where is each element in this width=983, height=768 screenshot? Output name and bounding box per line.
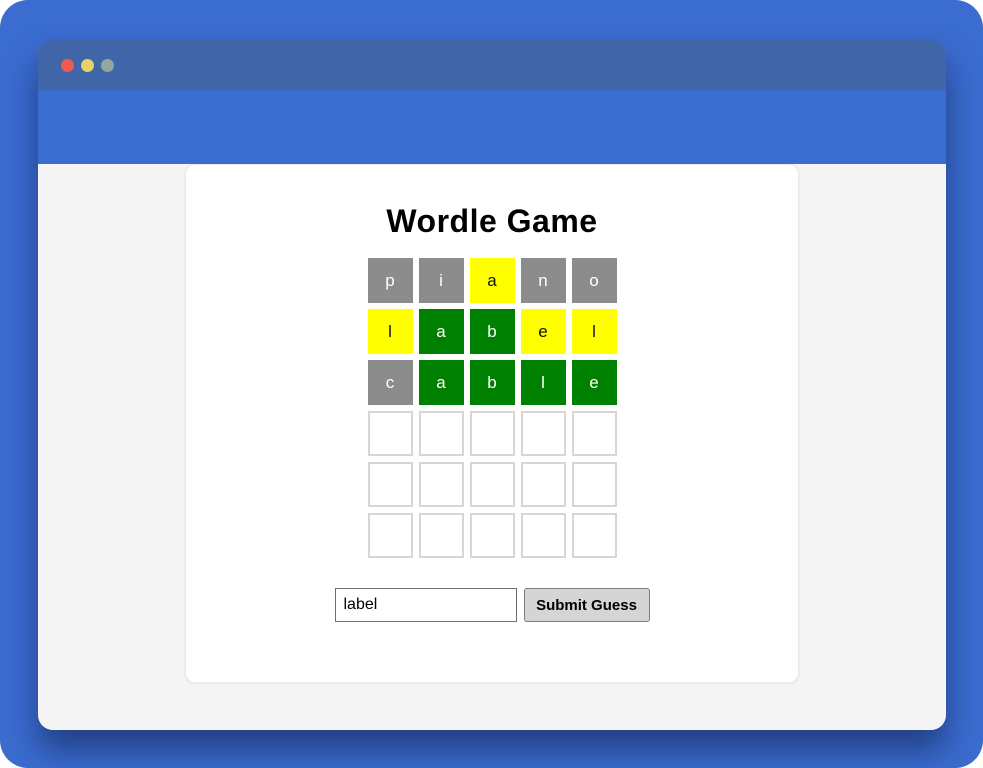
board-tile [469,411,515,456]
board-tile [418,411,464,456]
board-tile: i [418,258,464,303]
board-tile: b [469,309,515,354]
board-tile [571,513,617,558]
close-window-button[interactable] [61,58,74,72]
board-tile: e [571,360,617,405]
board-tile [418,513,464,558]
board-tile: p [367,258,413,303]
board-tile [469,462,515,507]
guess-input[interactable] [334,588,517,622]
zoom-window-button[interactable] [101,58,114,72]
board-tile [520,513,566,558]
game-card: Wordle Game p i a n o l a b e l c a b l [185,164,799,683]
board-tile: l [367,309,413,354]
submit-guess-button[interactable]: Submit Guess [523,588,650,622]
board-tile: a [418,360,464,405]
board-tile: a [418,309,464,354]
board-tile: n [520,258,566,303]
window-titlebar [38,40,946,90]
page-title: Wordle Game [386,203,598,239]
board-tile [571,411,617,456]
minimize-window-button[interactable] [81,58,94,72]
board-tile: c [367,360,413,405]
board-tile [520,462,566,507]
board-tile: b [469,360,515,405]
board-tile: o [571,258,617,303]
board-tile [469,513,515,558]
board-tile [418,462,464,507]
board-tile: l [520,360,566,405]
board-tile [367,462,413,507]
board-tile [520,411,566,456]
board-tile: l [571,309,617,354]
browser-content: Wordle Game p i a n o l a b e l c a b l [38,164,946,730]
guess-controls: Submit Guess [186,588,798,622]
board-tile [571,462,617,507]
board-tile [367,513,413,558]
board-tile: e [520,309,566,354]
board-tile [367,411,413,456]
wordle-board: p i a n o l a b e l c a b l e [186,258,798,558]
browser-window: Wordle Game p i a n o l a b e l c a b l [38,40,946,730]
board-tile: a [469,258,515,303]
